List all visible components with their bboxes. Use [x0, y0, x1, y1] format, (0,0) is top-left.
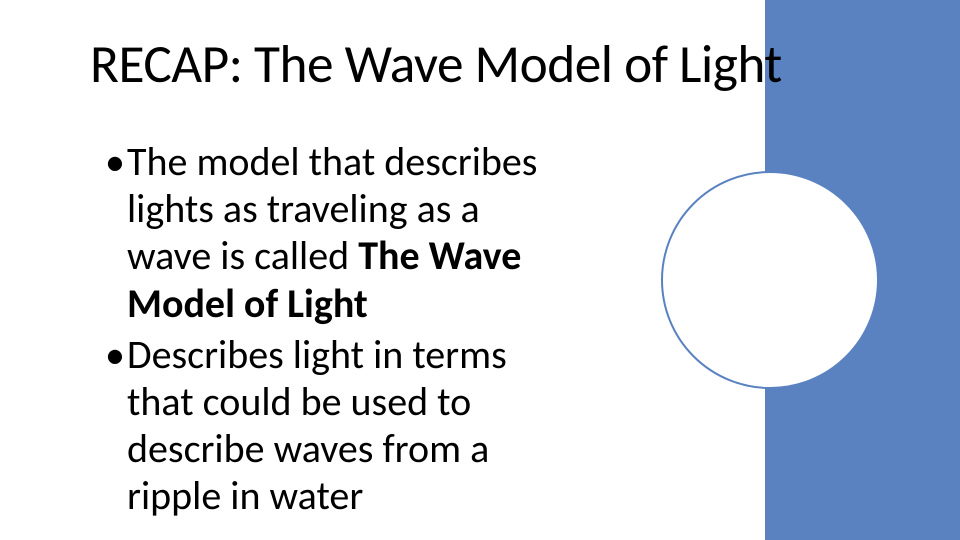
slide-content: The model that describes lights as trave… [105, 138, 545, 524]
slide: RECAP: The Wave Model of Light The model… [0, 0, 960, 540]
decor-circle [661, 171, 879, 389]
bullet-text: Describes light in terms that could be u… [127, 330, 507, 521]
bullet-item: Describes light in terms that could be u… [105, 331, 545, 520]
slide-title: RECAP: The Wave Model of Light [90, 32, 782, 97]
bullet-item: The model that describes lights as trave… [105, 138, 545, 327]
